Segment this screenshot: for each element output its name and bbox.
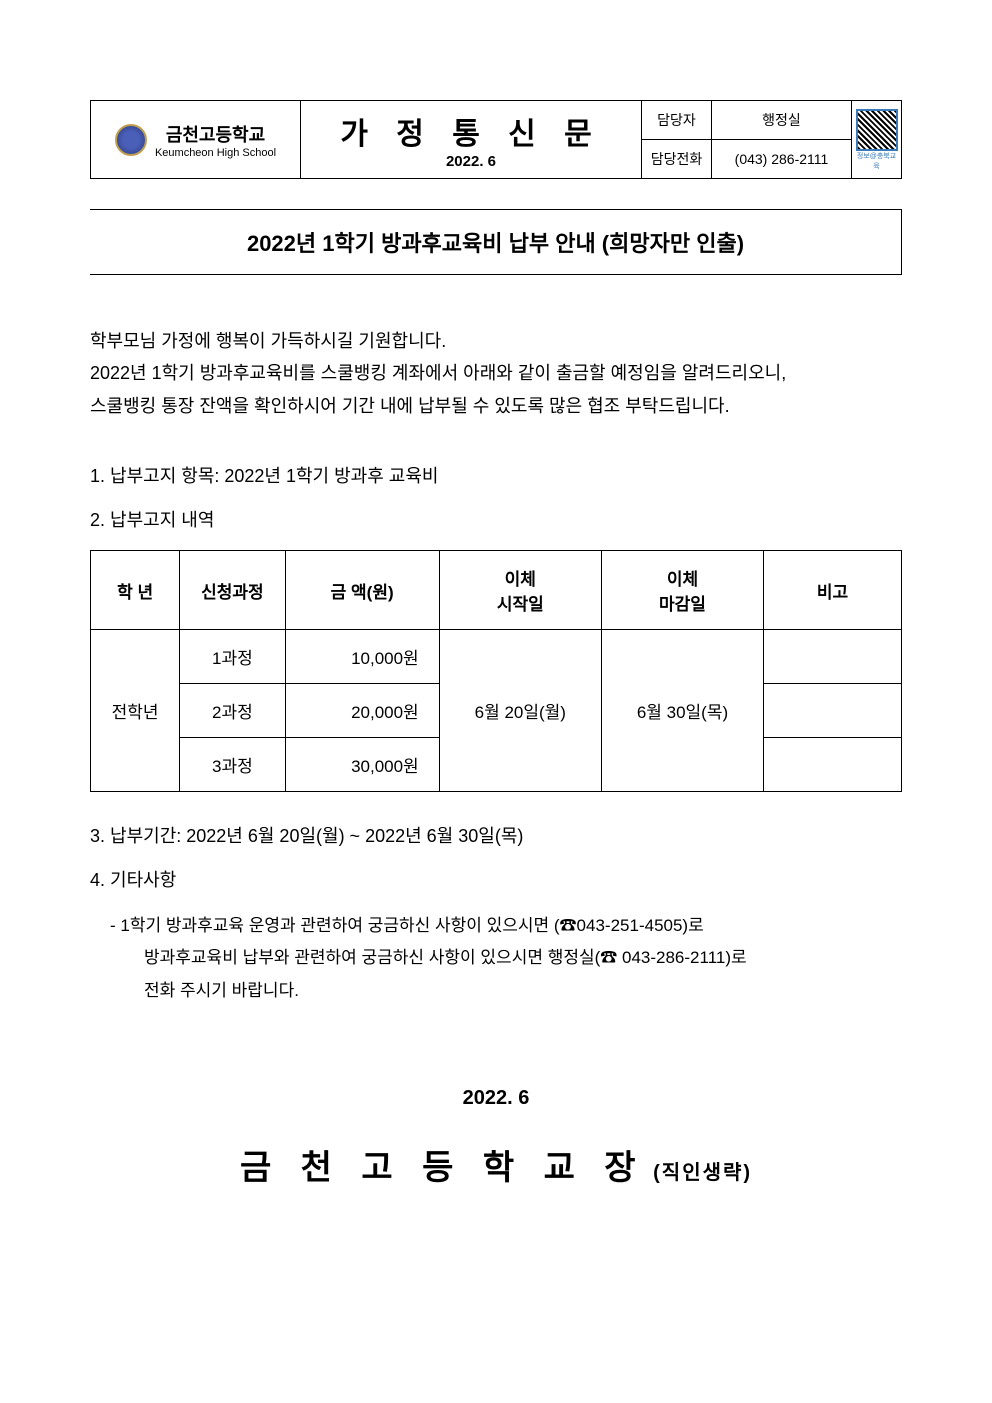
- cell-note: [764, 738, 902, 792]
- note-line-1: - 1학기 방과후교육 운영과 관련하여 궁금하신 사항이 있으시면 (☎043…: [110, 910, 902, 942]
- col-end: 이체마감일: [601, 551, 763, 630]
- greeting-line-2: 2022년 1학기 방과후교육비를 스쿨뱅킹 계좌에서 아래와 같이 출금할 예…: [90, 357, 902, 389]
- note-line-3: 전화 주시기 바랍니다.: [110, 975, 902, 1007]
- greeting-line-3: 스쿨뱅킹 통장 잔액을 확인하시어 기간 내에 납부될 수 있도록 많은 협조 …: [90, 390, 902, 422]
- table-row: 전학년 1과정 10,000원 6월 20일(월) 6월 30일(목): [91, 630, 902, 684]
- school-name-en: Keumcheon High School: [155, 147, 276, 159]
- subject-title: 2022년 1학기 방과후교육비 납부 안내 (희망자만 인출): [90, 209, 902, 275]
- qr-label: 정보@충북교육: [854, 151, 899, 171]
- table-header-row: 학 년 신청과정 금 액(원) 이체시작일 이체마감일 비고: [91, 551, 902, 630]
- note-line-2: 방과후교육비 납부와 관련하여 궁금하신 사항이 있으시면 행정실(☎ 043-…: [110, 942, 902, 974]
- cell-start-date: 6월 20일(월): [439, 630, 601, 792]
- cell-note: [764, 684, 902, 738]
- cell-end-date: 6월 30일(목): [601, 630, 763, 792]
- cell-amount: 30,000원: [285, 738, 439, 792]
- greeting-block: 학부모님 가정에 행복이 가득하시길 기원합니다. 2022년 1학기 방과후교…: [90, 325, 902, 422]
- qr-code-icon: [856, 109, 898, 151]
- doc-header-date: 2022. 6: [309, 153, 633, 170]
- school-logo-icon: [115, 124, 147, 156]
- signer-sub: (직인생략): [646, 1162, 752, 1184]
- doc-title-cell: 가 정 통 신 문 2022. 6: [301, 101, 642, 179]
- footer-signer: 금 천 고 등 학 교 장 (직인생략): [90, 1140, 902, 1189]
- footer-date: 2022. 6: [90, 1087, 902, 1110]
- col-grade: 학 년: [91, 551, 180, 630]
- section-2: 2. 납부고지 내역: [90, 506, 902, 532]
- fee-table: 학 년 신청과정 금 액(원) 이체시작일 이체마감일 비고 전학년 1과정 1…: [90, 550, 902, 792]
- section-4: 4. 기타사항: [90, 866, 902, 892]
- cell-amount: 10,000원: [285, 630, 439, 684]
- contact-phone-label: 담당전화: [642, 140, 712, 179]
- qr-cell: 정보@충북교육: [852, 101, 902, 179]
- cell-course: 2과정: [180, 684, 285, 738]
- contact-person-value: 행정실: [712, 101, 852, 140]
- cell-grade: 전학년: [91, 630, 180, 792]
- col-start: 이체시작일: [439, 551, 601, 630]
- col-note: 비고: [764, 551, 902, 630]
- note-block: - 1학기 방과후교육 운영과 관련하여 궁금하신 사항이 있으시면 (☎043…: [90, 910, 902, 1007]
- section-1: 1. 납부고지 항목: 2022년 1학기 방과후 교육비: [90, 462, 902, 488]
- cell-course: 3과정: [180, 738, 285, 792]
- doc-title: 가 정 통 신 문: [309, 109, 633, 153]
- cell-amount: 20,000원: [285, 684, 439, 738]
- contact-phone-value: (043) 286-2111: [712, 140, 852, 179]
- contact-person-label: 담당자: [642, 101, 712, 140]
- greeting-line-1: 학부모님 가정에 행복이 가득하시길 기원합니다.: [90, 325, 902, 357]
- section-3: 3. 납부기간: 2022년 6월 20일(월) ~ 2022년 6월 30일(…: [90, 822, 902, 848]
- col-course: 신청과정: [180, 551, 285, 630]
- school-logo-cell: 금천고등학교 Keumcheon High School: [91, 101, 301, 179]
- cell-note: [764, 630, 902, 684]
- signer-name: 금 천 고 등 학 교 장: [240, 1149, 646, 1187]
- cell-course: 1과정: [180, 630, 285, 684]
- header-table: 금천고등학교 Keumcheon High School 가 정 통 신 문 2…: [90, 100, 902, 179]
- school-name-kr: 금천고등학교: [155, 121, 276, 147]
- col-amount: 금 액(원): [285, 551, 439, 630]
